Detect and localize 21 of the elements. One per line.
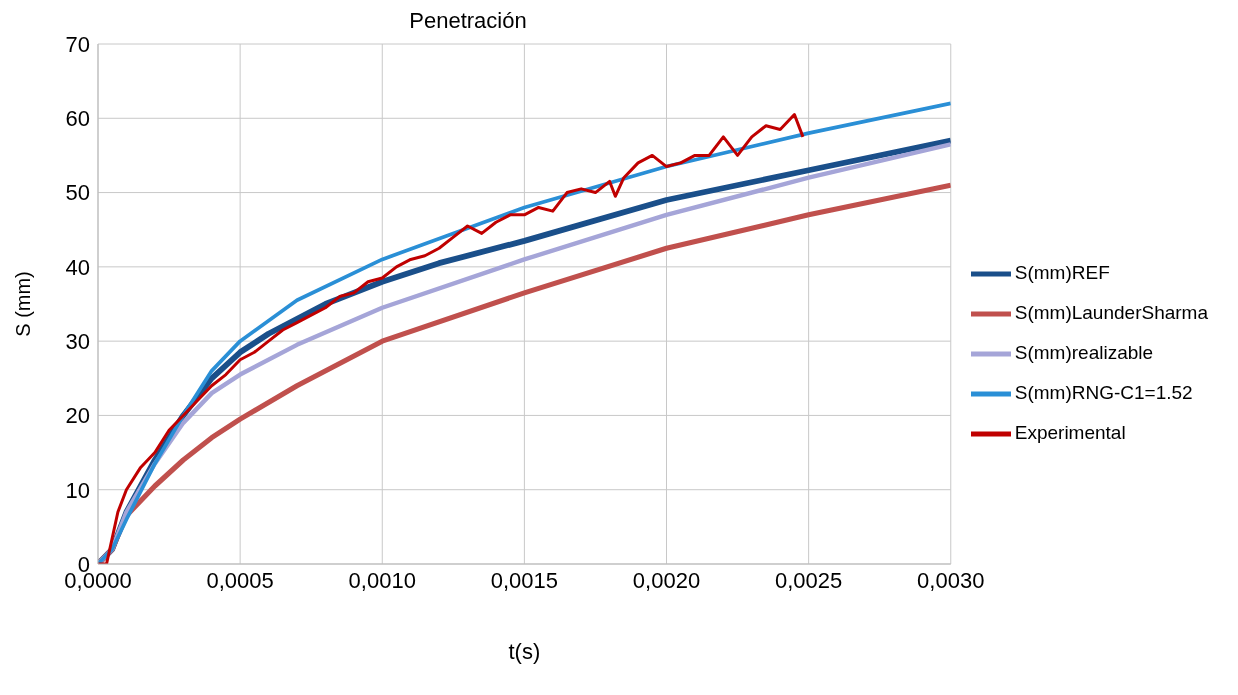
x-axis-title: t(s) [508, 639, 541, 664]
legend-label: S(mm)LaunderSharma [1014, 302, 1208, 324]
y-tick-label: 70 [65, 31, 90, 57]
chart-title: Penetración [409, 8, 527, 33]
legend-label: Experimental [1014, 422, 1126, 444]
x-tick-label: 0,0010 [348, 567, 416, 593]
legend-label: S(mm)REF [1014, 262, 1110, 284]
x-tick-label: 0,0020 [632, 567, 701, 593]
x-tick-label: 0,0030 [917, 567, 985, 593]
y-tick-label: 60 [65, 106, 90, 132]
legend-label: S(mm)realizable [1014, 342, 1154, 364]
y-tick-label: 10 [65, 477, 90, 503]
x-tick-label: 0,0025 [774, 567, 843, 593]
x-tick-label: 0,0015 [490, 567, 559, 593]
y-tick-label: 30 [65, 328, 90, 354]
y-axis-title: S (mm) [12, 271, 35, 337]
x-tick-label: 0,0005 [206, 567, 274, 593]
y-tick-label: 20 [65, 403, 90, 429]
legend-label: S(mm)RNG-C1=1.52 [1014, 382, 1193, 404]
y-tick-label: 40 [65, 254, 90, 280]
y-tick-label: 50 [65, 180, 90, 206]
